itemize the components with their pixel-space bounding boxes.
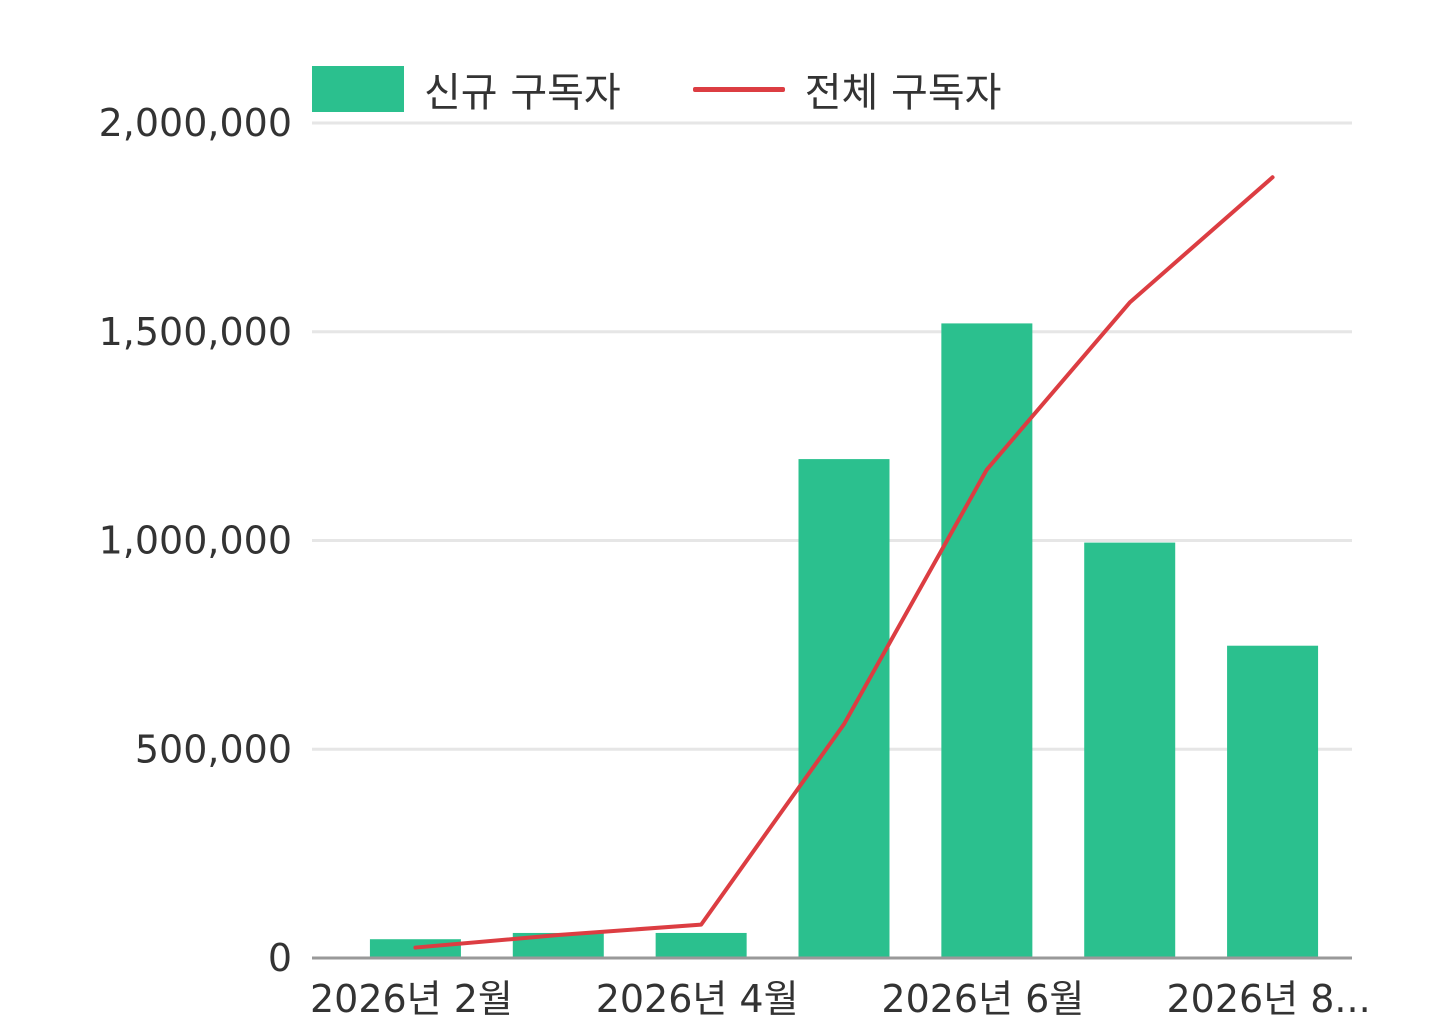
bar (1084, 542, 1176, 958)
y-tick-label: 1,500,000 (99, 310, 292, 354)
bar (798, 459, 890, 958)
bar (655, 932, 747, 958)
line-series (413, 175, 1275, 950)
legend-item-total-subscribers[interactable]: 전체 구독자 (692, 60, 1002, 118)
chart-legend: 신규 구독자 전체 구독자 (312, 60, 1073, 118)
legend-swatch-line (692, 86, 785, 92)
legend-swatch-bar (312, 66, 404, 112)
y-tick-label: 500,000 (135, 727, 292, 771)
legend-label-total-subscribers: 전체 구독자 (804, 70, 1002, 116)
bar (941, 323, 1033, 958)
legend-item-new-subscribers[interactable]: 신규 구독자 (312, 60, 621, 118)
bar-series (369, 323, 1319, 958)
y-tick-label: 1,000,000 (99, 519, 292, 563)
x-tick-label: 2026년 2월 (310, 977, 513, 1021)
x-tick-label: 2026년 4월 (596, 977, 799, 1021)
legend-label-new-subscribers: 신규 구독자 (424, 70, 621, 116)
total-subscribers-line (413, 175, 1275, 950)
y-tick-label: 2,000,000 (99, 101, 292, 145)
x-tick-label: 2026년 6월 (881, 977, 1084, 1021)
bar (1227, 645, 1319, 958)
y-tick-label: 0 (268, 936, 292, 980)
y-axis-ticks: 0 500,000 1,000,000 1,500,000 2,000,000 (99, 101, 292, 980)
x-axis-ticks: 2026년 2월 2026년 4월 2026년 6월 2026년 8... (310, 977, 1371, 1021)
x-tick-label: 2026년 8... (1166, 977, 1370, 1021)
